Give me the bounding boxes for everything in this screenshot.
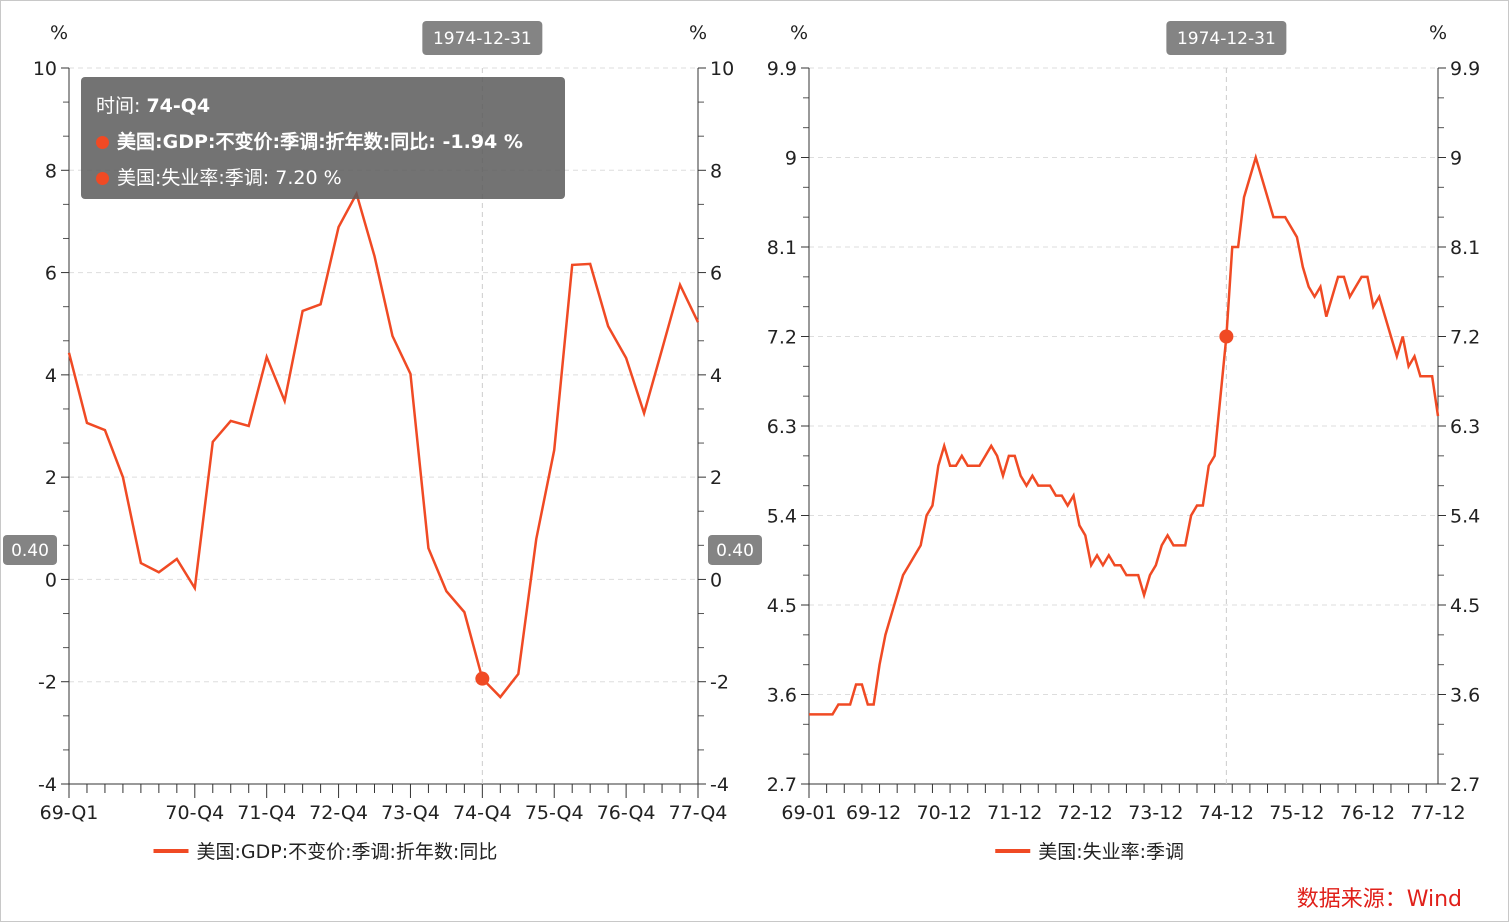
y-tick-label-left: 9.9 xyxy=(767,58,797,80)
legend-label: 美国:GDP:不变价:季调:折年数:同比 xyxy=(197,841,498,863)
y-tick-label-right: 9.9 xyxy=(1450,58,1480,80)
y-unit-left: % xyxy=(790,22,808,44)
y-tick-label-left: 2.7 xyxy=(767,774,797,796)
y-tick-label-left: 4 xyxy=(45,365,57,387)
x-tick-label: 75-12 xyxy=(1269,802,1324,824)
tooltip-row-unemployment: 美国:失业率:季调: 7.20 % xyxy=(117,167,342,189)
y-tick-label-right: 6.3 xyxy=(1450,416,1480,438)
y-tick-label-right: 8.1 xyxy=(1450,237,1480,259)
legend-label: 美国:失业率:季调 xyxy=(1038,841,1184,863)
x-tick-label: 70-12 xyxy=(917,802,972,824)
x-tick-label: 74-12 xyxy=(1199,802,1254,824)
y-tick-label-right: 8 xyxy=(710,160,722,182)
x-tick-label: 75-Q4 xyxy=(525,802,584,824)
x-tick-label: 74-Q4 xyxy=(453,802,512,824)
y-tick-label-right: 4 xyxy=(710,365,722,387)
y-tick-label-left: 4.5 xyxy=(767,595,797,617)
x-tick-label: 72-Q4 xyxy=(309,802,368,824)
y-tick-label-left: 0 xyxy=(45,569,57,591)
crosshair-value: 0.40 xyxy=(716,541,754,561)
crosshair-value-pill xyxy=(3,534,57,565)
series-dot-icon xyxy=(96,136,109,149)
x-tick-label: 69-Q1 xyxy=(40,802,99,824)
highlight-point xyxy=(1219,329,1234,344)
y-tick-label-left: 10 xyxy=(33,58,57,80)
x-tick-label: 73-12 xyxy=(1128,802,1183,824)
y-tick-label-right: 7.2 xyxy=(1450,327,1480,349)
tooltip-time-label: 时间: xyxy=(96,95,147,117)
y-tick-label-right: 0 xyxy=(710,569,722,591)
data-source: 数据来源：Wind xyxy=(1296,887,1462,912)
y-tick-label-right: 3.6 xyxy=(1450,685,1480,707)
y-tick-label-left: 7.2 xyxy=(767,327,797,349)
x-tick-label: 73-Q4 xyxy=(381,802,440,824)
y-tick-label-left: 3.6 xyxy=(767,685,797,707)
x-tick-label: 77-Q4 xyxy=(669,802,728,824)
tooltip-time-value: 74-Q4 xyxy=(146,95,211,117)
y-tick-label-left: 5.4 xyxy=(767,506,797,528)
tooltip-row-gdp: 美国:GDP:不变价:季调:折年数:同比: -1.94 % xyxy=(117,131,523,153)
x-tick-label: 72-12 xyxy=(1058,802,1113,824)
crosshair-date-pill xyxy=(422,21,543,55)
crosshair-date: 1974-12-31 xyxy=(433,29,532,49)
x-tick-label: 71-Q4 xyxy=(237,802,296,824)
y-tick-label-right: 2.7 xyxy=(1450,774,1480,796)
y-tick-label-right: 9 xyxy=(1450,148,1462,170)
y-unit-left: % xyxy=(50,22,68,44)
x-tick-label: 77-12 xyxy=(1410,802,1465,824)
x-tick-label: 71-12 xyxy=(987,802,1042,824)
x-tick-label: 69-01 xyxy=(781,802,836,824)
y-unit-right: % xyxy=(689,22,707,44)
x-tick-label: 70-Q4 xyxy=(165,802,224,824)
y-tick-label-right: 2 xyxy=(710,467,722,489)
x-tick-label: 76-12 xyxy=(1340,802,1395,824)
highlight-point xyxy=(475,671,490,686)
y-tick-label-right: 5.4 xyxy=(1450,506,1480,528)
y-tick-label-left: -2 xyxy=(38,672,57,694)
series-dot-icon xyxy=(96,172,109,185)
crosshair-date-pill xyxy=(1166,21,1287,55)
crosshair-value-pill xyxy=(708,534,762,565)
y-unit-right: % xyxy=(1429,22,1447,44)
y-tick-label-left: -4 xyxy=(38,774,57,796)
y-tick-label-right: -4 xyxy=(710,774,729,796)
series-line xyxy=(809,153,1440,716)
x-tick-label: 76-Q4 xyxy=(597,802,656,824)
y-tick-label-left: 8.1 xyxy=(767,237,797,259)
y-tick-label-left: 2 xyxy=(45,467,57,489)
x-tick-label: 69-12 xyxy=(846,802,901,824)
y-tick-label-right: 10 xyxy=(710,58,734,80)
y-tick-label-left: 6 xyxy=(45,263,57,285)
series-line xyxy=(67,190,700,699)
y-tick-label-left: 8 xyxy=(45,160,57,182)
y-tick-label-right: -2 xyxy=(710,672,729,694)
y-tick-label-right: 4.5 xyxy=(1450,595,1480,617)
y-tick-label-left: 9 xyxy=(785,148,797,170)
y-tick-label-right: 6 xyxy=(710,263,722,285)
tooltip: 时间: 74-Q4 美国:GDP:不变价:季调:折年数:同比: -1.94 % … xyxy=(81,77,565,199)
crosshair-date: 1974-12-31 xyxy=(1177,29,1276,49)
crosshair-value: 0.40 xyxy=(11,541,49,561)
y-tick-label-left: 6.3 xyxy=(767,416,797,438)
